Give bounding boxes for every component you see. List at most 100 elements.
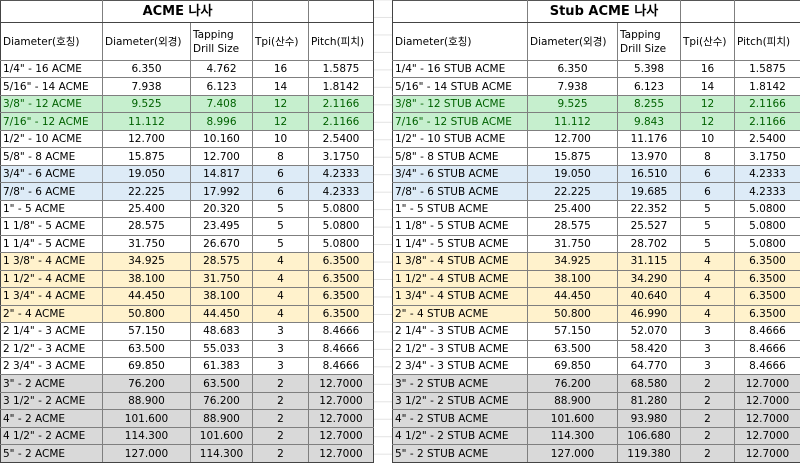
tapping-drill-size: 88.900 <box>191 410 253 427</box>
tpi: 2 <box>681 410 735 427</box>
tapping-drill-size: 52.070 <box>618 323 681 340</box>
nominal-diameter: 4 1/2" - 2 STUB ACME <box>393 427 528 444</box>
outer-diameter: 57.150 <box>103 323 191 340</box>
tpi: 6 <box>253 183 309 200</box>
tapping-drill-size: 61.383 <box>191 357 253 374</box>
outer-diameter: 34.925 <box>103 253 191 270</box>
outer-diameter: 38.100 <box>528 270 618 287</box>
pitch: 6.3500 <box>735 270 800 287</box>
outer-diameter: 69.850 <box>103 357 191 374</box>
tpi: 5 <box>253 235 309 252</box>
outer-diameter: 57.150 <box>528 323 618 340</box>
tpi: 2 <box>253 392 309 409</box>
tpi: 5 <box>681 235 735 252</box>
pitch: 12.7000 <box>735 445 800 462</box>
nominal-diameter: 1 1/2" - 4 STUB ACME <box>393 270 528 287</box>
tpi: 14 <box>253 78 309 95</box>
outer-diameter: 6.350 <box>103 61 191 78</box>
pitch: 6.3500 <box>735 305 800 322</box>
pitch: 12.7000 <box>309 392 374 409</box>
tpi: 4 <box>253 305 309 322</box>
tpi: 5 <box>253 200 309 217</box>
tpi: 2 <box>253 427 309 444</box>
pitch: 2.5400 <box>309 130 374 147</box>
title-cell <box>735 1 800 23</box>
column-header: Diameter(외경) <box>528 23 618 61</box>
nominal-diameter: 5/16" - 14 STUB ACME <box>393 78 528 95</box>
tpi: 5 <box>681 200 735 217</box>
outer-diameter: 9.525 <box>528 95 618 112</box>
pitch: 6.3500 <box>309 305 374 322</box>
column-header: Pitch(피치) <box>309 23 374 61</box>
nominal-diameter: 2 1/4" - 3 ACME <box>1 323 103 340</box>
pitch: 12.7000 <box>735 392 800 409</box>
pitch: 3.1750 <box>309 148 374 165</box>
outer-diameter: 101.600 <box>103 410 191 427</box>
outer-diameter: 31.750 <box>528 235 618 252</box>
tapping-drill-size: 58.420 <box>618 340 681 357</box>
pitch: 6.3500 <box>735 253 800 270</box>
title-cell <box>681 1 735 23</box>
nominal-diameter: 1 1/4" - 5 ACME <box>1 235 103 252</box>
column-header: Diameter(외경) <box>103 23 191 61</box>
outer-diameter: 50.800 <box>103 305 191 322</box>
tpi: 3 <box>681 357 735 374</box>
outer-diameter: 31.750 <box>103 235 191 252</box>
pitch: 2.1166 <box>735 95 800 112</box>
outer-diameter: 6.350 <box>528 61 618 78</box>
tpi: 8 <box>253 148 309 165</box>
tapping-drill-size: 55.033 <box>191 340 253 357</box>
nominal-diameter: 3/8" - 12 ACME <box>1 95 103 112</box>
title-cell <box>1 1 103 23</box>
outer-diameter: 15.875 <box>528 148 618 165</box>
outer-diameter: 7.938 <box>103 78 191 95</box>
pitch: 1.8142 <box>309 78 374 95</box>
nominal-diameter: 2 3/4" - 3 STUB ACME <box>393 357 528 374</box>
tpi: 12 <box>681 113 735 130</box>
nominal-diameter: 3/8" - 12 STUB ACME <box>393 95 528 112</box>
column-header: Tpi(산수) <box>681 23 735 61</box>
nominal-diameter: 2 1/4" - 3 STUB ACME <box>393 323 528 340</box>
header-row: Diameter(호칭)Diameter(외경)Tapping Drill Si… <box>1 23 374 61</box>
tapping-drill-size: 28.575 <box>191 253 253 270</box>
pitch: 1.8142 <box>735 78 800 95</box>
tpi: 2 <box>681 392 735 409</box>
title-cell <box>393 1 528 23</box>
pitch: 12.7000 <box>735 427 800 444</box>
nominal-diameter: 1 1/2" - 4 ACME <box>1 270 103 287</box>
tapping-drill-size: 20.320 <box>191 200 253 217</box>
pitch: 3.1750 <box>735 148 800 165</box>
tpi: 3 <box>253 323 309 340</box>
nominal-diameter: 3 1/2" - 2 STUB ACME <box>393 392 528 409</box>
pitch: 2.1166 <box>309 113 374 130</box>
pitch: 4.2333 <box>735 183 800 200</box>
nominal-diameter: 3 1/2" - 2 ACME <box>1 392 103 409</box>
nominal-diameter: 1 1/8" - 5 STUB ACME <box>393 218 528 235</box>
nominal-diameter: 1 3/4" - 4 ACME <box>1 288 103 305</box>
tapping-drill-size: 63.500 <box>191 375 253 392</box>
tpi: 2 <box>253 375 309 392</box>
tapping-drill-size: 25.527 <box>618 218 681 235</box>
tapping-drill-size: 8.996 <box>191 113 253 130</box>
nominal-diameter: 2" - 4 ACME <box>1 305 103 322</box>
pitch: 2.5400 <box>735 130 800 147</box>
tapping-drill-size: 6.123 <box>618 78 681 95</box>
outer-diameter: 19.050 <box>528 165 618 182</box>
tapping-drill-size: 11.176 <box>618 130 681 147</box>
outer-diameter: 114.300 <box>528 427 618 444</box>
outer-diameter: 22.225 <box>103 183 191 200</box>
